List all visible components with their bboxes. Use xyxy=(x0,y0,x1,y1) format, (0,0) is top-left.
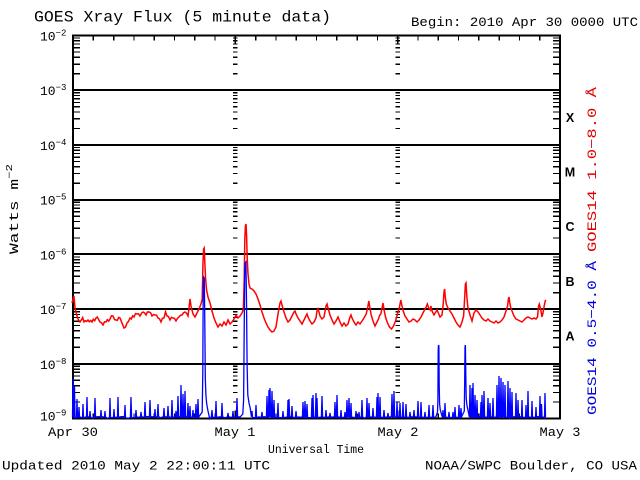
svg-text:Updated 2010 May 2 22:00:11 U: Updated 2010 May 2 22:00:11 UTC xyxy=(2,459,270,474)
svg-text:M: M xyxy=(565,166,575,180)
svg-text:GOES Xray Flux (5 minute data): GOES Xray Flux (5 minute data) xyxy=(34,9,331,27)
svg-text:May 2: May 2 xyxy=(378,425,419,440)
svg-text:Begin: 2010 Apr 30 0000 UTC: Begin: 2010 Apr 30 0000 UTC xyxy=(411,15,638,30)
svg-text:May 1: May 1 xyxy=(215,425,256,440)
svg-text:B: B xyxy=(565,275,574,289)
svg-text:Watts m−2: Watts m−2 xyxy=(5,164,22,254)
svg-text:Universal Time: Universal Time xyxy=(268,443,364,457)
svg-text:X: X xyxy=(566,111,575,125)
svg-text:Apr 30: Apr 30 xyxy=(48,425,98,440)
svg-text:May 3: May 3 xyxy=(540,425,581,440)
svg-text:C: C xyxy=(565,220,574,234)
svg-text:GOES14 1.0−8.0 Å: GOES14 1.0−8.0 Å xyxy=(585,87,600,252)
svg-text:A: A xyxy=(565,330,574,344)
svg-text:NOAA/SWPC Boulder, CO USA: NOAA/SWPC Boulder, CO USA xyxy=(425,459,637,474)
svg-text:GOES14 0.5−4.0 Å: GOES14 0.5−4.0 Å xyxy=(585,261,600,415)
